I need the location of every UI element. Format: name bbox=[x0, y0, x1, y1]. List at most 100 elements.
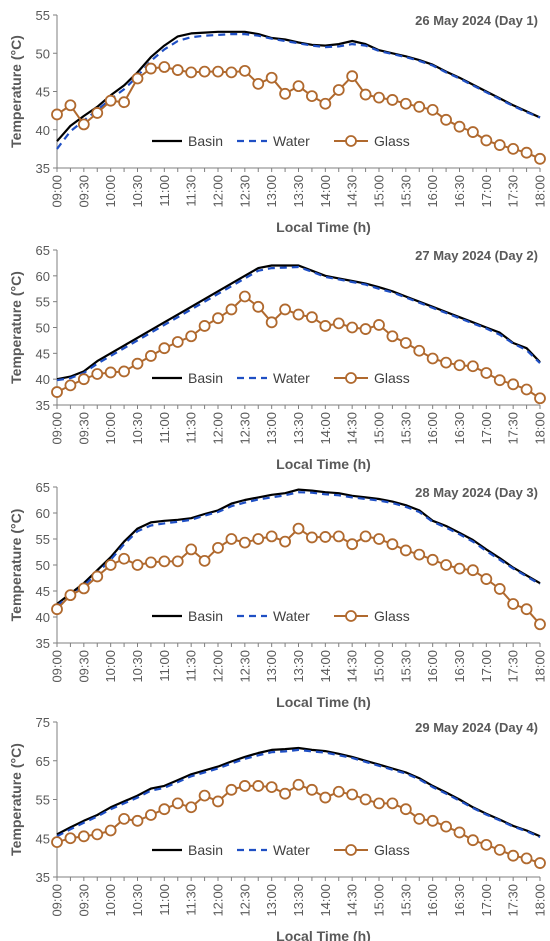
y-tick-label: 55 bbox=[36, 793, 50, 808]
glass-point bbox=[252, 780, 265, 792]
glass-point bbox=[198, 554, 211, 567]
chart-panel-1: 35 40 45 50 55 09:00 09:30 10:00 10:30 11:00 11:30… bbox=[8, 8, 548, 235]
series-line-water bbox=[56, 748, 541, 839]
glass-point bbox=[198, 320, 211, 332]
x-tick-label: 09:00 bbox=[50, 884, 65, 917]
glass-point bbox=[185, 330, 198, 343]
x-axis-title: Local Time (h) bbox=[276, 694, 371, 710]
x-tick-label: 13:00 bbox=[264, 650, 279, 683]
glass-point bbox=[520, 603, 533, 616]
glass-point bbox=[399, 803, 412, 816]
legend-label-basin: Basin bbox=[188, 370, 223, 386]
y-tick-label: 40 bbox=[36, 123, 50, 138]
x-tick-label: 14:00 bbox=[318, 175, 333, 208]
glass-point bbox=[279, 303, 291, 316]
glass-point bbox=[534, 618, 546, 631]
x-tick-label: 16:30 bbox=[452, 884, 467, 917]
glass-point bbox=[198, 789, 211, 802]
glass-point bbox=[265, 316, 278, 329]
glass-point bbox=[145, 809, 157, 821]
glass-point bbox=[118, 96, 130, 109]
glass-point bbox=[426, 814, 439, 827]
x-tick-label: 14:30 bbox=[345, 175, 360, 208]
glass-point bbox=[520, 852, 533, 865]
x-tick-label: 10:30 bbox=[130, 884, 145, 917]
legend: Basin Water Glass bbox=[152, 370, 410, 386]
glass-point bbox=[426, 352, 439, 365]
glass-point bbox=[104, 94, 117, 107]
x-tick-label: 12:00 bbox=[211, 412, 226, 445]
x-tick-label: 14:30 bbox=[345, 650, 360, 683]
glass-point bbox=[104, 559, 117, 571]
x-axis-title: Local Time (h) bbox=[276, 219, 371, 235]
series-line-basin bbox=[56, 30, 541, 142]
glass-point bbox=[319, 531, 332, 543]
x-tick-label: 13:30 bbox=[291, 175, 306, 208]
glass-point bbox=[346, 788, 359, 801]
glass-point bbox=[440, 820, 452, 833]
x-tick-label: 11:00 bbox=[157, 884, 172, 916]
glass-point bbox=[440, 356, 452, 369]
glass-point bbox=[279, 87, 291, 100]
x-tick-label: 18:00 bbox=[533, 884, 548, 917]
x-tick-label: 09:30 bbox=[76, 884, 91, 917]
legend-label-glass: Glass bbox=[374, 133, 410, 149]
y-tick-label: 75 bbox=[36, 715, 50, 730]
glass-point bbox=[145, 62, 157, 75]
series-line-basin bbox=[56, 264, 541, 381]
glass-point bbox=[252, 300, 265, 313]
glass-point bbox=[440, 113, 452, 126]
y-tick-label: 55 bbox=[36, 532, 50, 547]
x-tick-label: 09:00 bbox=[50, 175, 65, 208]
series-line-basin bbox=[56, 746, 541, 838]
glass-point bbox=[467, 126, 479, 138]
glass-point bbox=[480, 134, 493, 147]
x-tick-label: 10:30 bbox=[130, 412, 145, 445]
glass-point bbox=[453, 826, 466, 839]
glass-point bbox=[131, 72, 144, 85]
x-tick-label: 18:00 bbox=[533, 650, 548, 683]
x-tick-label: 11:30 bbox=[184, 175, 199, 207]
glass-point bbox=[51, 386, 63, 398]
x-tick-label: 15:00 bbox=[372, 412, 387, 445]
glass-point bbox=[507, 598, 520, 610]
x-tick-label: 12:30 bbox=[237, 884, 252, 917]
x-tick-label: 09:30 bbox=[76, 175, 91, 208]
glass-point bbox=[77, 582, 90, 595]
glass-point bbox=[467, 360, 479, 373]
x-tick-label: 17:30 bbox=[506, 884, 521, 917]
glass-point bbox=[359, 323, 372, 335]
legend-marker-glass bbox=[345, 135, 357, 147]
glass-point bbox=[64, 589, 77, 602]
glass-point bbox=[279, 535, 291, 548]
glass-point bbox=[91, 828, 104, 841]
x-tick-label: 12:30 bbox=[237, 175, 252, 208]
glass-point bbox=[493, 374, 506, 387]
legend: Basin Water Glass bbox=[152, 842, 410, 858]
x-tick-label: 14:30 bbox=[345, 412, 360, 445]
glass-point bbox=[51, 603, 63, 616]
glass-point bbox=[426, 103, 439, 116]
glass-point bbox=[373, 533, 385, 545]
x-tick-label: 16:00 bbox=[425, 175, 440, 208]
glass-point bbox=[265, 530, 278, 543]
legend-label-basin: Basin bbox=[188, 133, 223, 149]
glass-point bbox=[252, 77, 265, 90]
panel-title: 28 May 2024 (Day 3) bbox=[415, 485, 538, 500]
glass-point bbox=[77, 373, 90, 386]
glass-point bbox=[238, 536, 251, 549]
glass-point bbox=[51, 108, 63, 121]
x-axis-title: Local Time (h) bbox=[276, 928, 371, 941]
x-tick-label: 14:00 bbox=[318, 650, 333, 683]
glass-point bbox=[292, 778, 305, 791]
chart-panel-4: 35 45 55 65 75 09:00 09:30 10:00 10:30 11:00 11:30… bbox=[8, 715, 548, 941]
glass-point bbox=[399, 544, 412, 557]
glass-point bbox=[534, 392, 546, 405]
y-tick-label: 45 bbox=[36, 584, 50, 599]
glass-point bbox=[145, 556, 157, 569]
y-tick-label: 50 bbox=[36, 558, 50, 573]
legend-label-glass: Glass bbox=[374, 370, 410, 386]
legend-label-water: Water bbox=[273, 608, 310, 624]
legend: Basin Water Glass bbox=[152, 133, 410, 149]
